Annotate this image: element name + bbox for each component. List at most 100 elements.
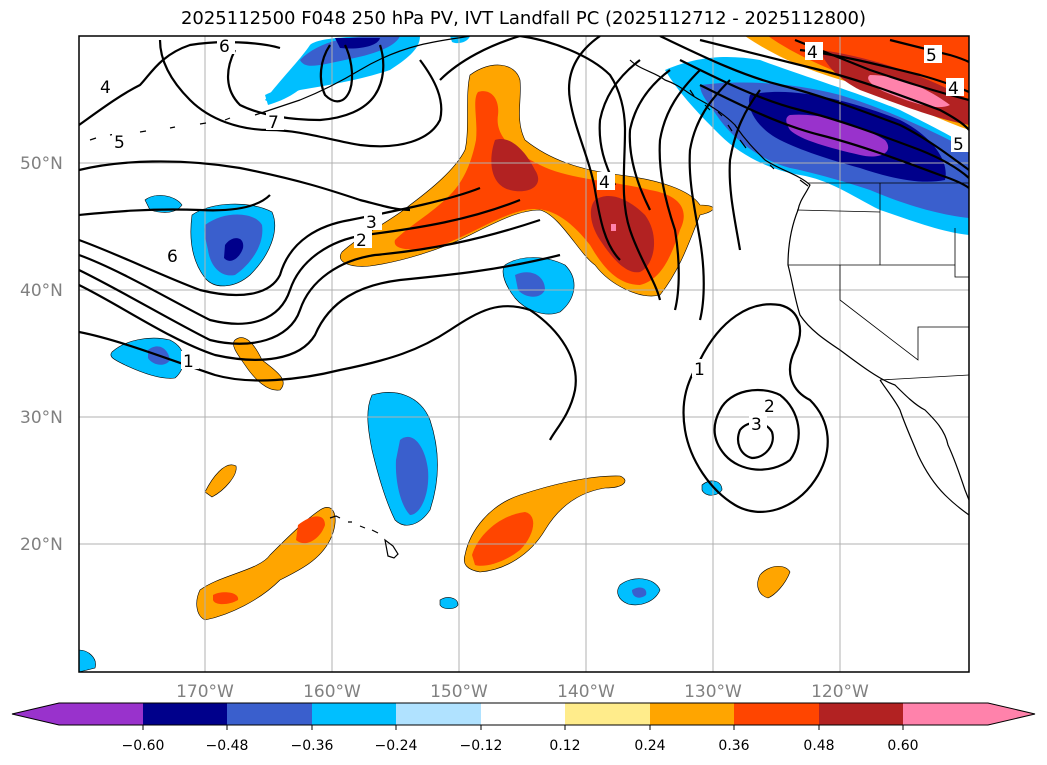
latitude-label-50n: 50°N [20,154,63,174]
contour-line [688,79,731,321]
contour-label-bg [217,36,235,54]
longitude-label-140w: 140°W [557,682,615,702]
anomaly-region-south-core [632,587,647,598]
contour-line [79,41,281,126]
colorbar-tick-label: −0.60 [122,738,165,754]
colorbar-tick-label: −0.36 [291,738,334,754]
longitude-labels: 170°W 160°W 150°W 140°W 130°W 120°W [176,682,869,702]
contour-label-bg [924,45,942,63]
contour-label-bg [951,134,969,152]
anomaly-region-southwest-corner [79,649,96,672]
longitude-label-160w: 160°W [303,682,361,702]
contour-label: 2 [764,397,775,417]
contour-line [227,44,385,122]
contour-line [628,69,671,211]
contour-label: 6 [219,37,230,57]
anomaly-region-west [110,337,185,379]
colorbar-tick-label: −0.48 [206,738,249,754]
border-washington-oregon [796,209,881,213]
anomaly-region-hawaii-north-core [395,436,429,515]
colorbar-segment [143,703,228,725]
colorbar-segment [227,703,312,725]
colorbar: −0.60 −0.48 −0.36 −0.24 −0.12 0.12 0.24 … [11,702,1036,754]
colorbar-segment [650,703,735,725]
map-plot-area: 4 5 6 7 3 2 6 1 4 1 2 3 4 5 [79,36,969,672]
contour-line [699,38,969,131]
contour-label-bg [762,396,780,414]
anomaly-region-central-core [515,272,545,297]
contour-label-bg [354,230,372,248]
contour-label: 4 [100,78,111,98]
colorbar-segment [481,703,566,725]
contour-label: 4 [599,173,610,193]
contour-line [713,388,800,471]
colorbar-segment [312,703,397,725]
anomaly-region-south-central-speck [439,597,459,610]
colorbar-segment [734,703,819,725]
contour-line [79,253,561,361]
latitude-label-30n: 30°N [20,408,63,428]
coastline-alaska-peninsula [254,36,471,116]
colorbar-segment [396,703,481,725]
anomaly-region-south-central-band-core [472,512,534,566]
map-title: 2025112500 F048 250 hPa PV, IVT Landfall… [180,8,867,29]
colorbar-tick-label: 0.60 [887,738,918,754]
colorbar-segment [819,703,904,725]
anomaly-region-central-north-strong [491,139,539,192]
gridlines [79,36,969,672]
coastlines [89,36,969,559]
contour-label-bg [181,351,199,369]
coastline-north-america [629,59,969,501]
colorbar-outline [11,702,1036,726]
contour-line [79,305,577,441]
contour-line [567,36,621,261]
anomaly-region-gulf-alaska-peak [611,224,616,231]
longitude-label-150w: 150°W [430,682,488,702]
contour-label-bg [749,414,767,432]
colorbar-segment [903,703,988,725]
latitude-labels: 50°N 40°N 30°N 20°N [20,154,63,555]
latitude-label-40n: 40°N [20,281,63,301]
anomaly-region-aleutian-island-band [265,75,310,105]
contour-line [79,160,411,212]
map-frame [78,35,970,673]
contour-label-bg [266,112,284,130]
latitude-label-20n: 20°N [20,535,63,555]
colorbar-segment [565,703,650,725]
contour-label: 3 [751,415,762,435]
contour-label-bg [112,132,130,150]
contour-label-bg [692,359,710,377]
contour-label: 4 [807,43,818,63]
colorbar-segment [59,703,144,725]
contour-line [699,84,969,189]
longitude-label-120w: 120°W [811,682,869,702]
anomaly-region-northwest-speck [450,36,470,44]
contour-label-bg [805,42,823,60]
colorbar-extend-low [12,703,59,725]
contour-label: 5 [926,46,937,66]
anomaly-region-west-small [233,337,284,391]
coastline-baja-peninsula [879,379,969,516]
contour-line [679,59,969,179]
contour-line [659,36,969,171]
border-utah [954,228,969,278]
border-mexico [879,374,969,381]
coastline-hawaii-islands [329,515,399,559]
colorbar-tick-label: −0.12 [460,738,503,754]
contour-label: 5 [114,133,125,153]
contour-label-group: 4 5 6 7 3 2 6 1 4 1 2 3 4 5 [98,36,969,435]
anomaly-region-northeast-band-peak [868,75,950,108]
contour-line [658,69,701,311]
contour-label: 4 [948,79,959,99]
contour-label-bg [364,212,382,230]
contour-label-bg [597,172,615,190]
colorbar-extend-high [988,703,1035,725]
colorbar-tick-label: 0.48 [803,738,834,754]
border-nevada [839,265,969,361]
contour-label: 3 [366,213,377,233]
contour-lines [79,36,969,513]
contour-line [889,38,969,63]
contour-label: 2 [356,231,367,251]
contour-line [79,198,521,325]
contour-line [319,44,354,103]
